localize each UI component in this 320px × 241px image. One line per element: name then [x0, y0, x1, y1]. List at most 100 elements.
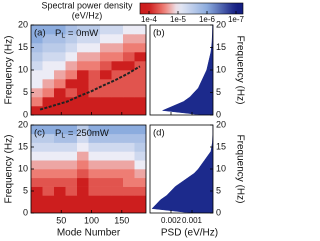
heatmap-cell [31, 151, 43, 161]
y-tick-label: 15 [18, 42, 28, 52]
heatmap-cell [77, 151, 89, 161]
heatmap-cell [100, 25, 112, 35]
heatmap-cell [54, 177, 66, 187]
heatmap-cell [65, 70, 78, 80]
heatmap-cell [54, 151, 66, 161]
heatmap-cell [54, 43, 66, 53]
heatmap-cell [111, 160, 124, 170]
heatmap-cell [42, 186, 55, 196]
heatmap-cell [111, 61, 124, 71]
panel-label: (b) [153, 28, 165, 39]
heatmap-cell [88, 160, 101, 170]
heatmap-cell [54, 195, 66, 205]
heatmap-cell [31, 43, 43, 53]
x-axis-label: PSD (eV/Hz) [161, 228, 218, 239]
heatmap-cell [100, 97, 112, 107]
y-axis-label: Frequency (Hz) [4, 36, 15, 105]
heatmap-cell [88, 88, 101, 98]
plot-area [31, 25, 146, 115]
y-tick-label: 0 [216, 109, 221, 119]
heatmap-cell [100, 52, 112, 62]
heatmap-cell [100, 169, 112, 179]
heatmap-cell [77, 34, 89, 44]
heatmap-cell [100, 160, 112, 170]
psd-area [161, 25, 213, 115]
heatmap-cell [111, 142, 124, 152]
heatmap-cell [65, 125, 78, 135]
heatmap-cell [77, 160, 89, 170]
heatmap-cell [123, 142, 135, 152]
heatmap-cell [54, 125, 66, 135]
heatmap-cell [88, 79, 101, 89]
heatmap-cell [42, 151, 55, 161]
heatmap-cell [65, 177, 78, 187]
heatmap-cell [123, 61, 135, 71]
y-tick-label: 10 [216, 64, 226, 74]
heatmap-cell [31, 106, 43, 115]
heatmap-cell [134, 186, 146, 196]
heatmap-cell [31, 52, 43, 62]
colorbar-unit: (eV/Hz) [72, 10, 103, 20]
heatmap-cell [31, 204, 43, 213]
heatmap-cell [31, 142, 43, 152]
x-tick-label: 0.001 [182, 216, 203, 225]
heatmap-cell [65, 106, 78, 115]
power-label: PL = 250mW [55, 128, 109, 140]
heatmap-cell [111, 133, 124, 143]
heatmap-cell [42, 195, 55, 205]
heatmap-cell [42, 34, 55, 44]
figure: Spectral power density (eV/Hz) 1e-4 1e-5 1… [4, 0, 246, 239]
heatmap-cell [77, 61, 89, 71]
heatmap-cell [77, 97, 89, 107]
heatmap-cell [123, 133, 135, 143]
y-tick-label: 15 [18, 141, 28, 151]
y-tick-label: 20 [216, 19, 226, 29]
heatmap-cell [54, 61, 66, 71]
power-value: = 0mW [65, 28, 98, 39]
heatmap-cell [65, 61, 78, 71]
heatmap-cell [54, 133, 66, 143]
heatmap-cell [31, 177, 43, 187]
x-axis-label: Mode Number [57, 228, 121, 239]
y-tick-label: 20 [216, 119, 226, 129]
y-axis-label: Frequency (Hz) [234, 36, 245, 105]
power-symbol: P [55, 128, 61, 139]
heatmap-cell [134, 151, 146, 161]
heatmap-cell [88, 106, 101, 115]
heatmap-cell [123, 169, 135, 179]
heatmap-cell [54, 204, 66, 213]
heatmap-cell [54, 97, 66, 107]
colorbar [139, 2, 244, 15]
heatmap-cell [54, 70, 66, 80]
heatmap-cell [77, 43, 89, 53]
power-subscript: L [61, 132, 65, 139]
power-label: PL = 0mW [55, 28, 98, 40]
y-tick-label: 20 [18, 119, 28, 129]
heatmap-cell [134, 142, 146, 152]
heatmap-cell [42, 177, 55, 187]
heatmap-cell [31, 125, 43, 135]
heatmap-cell [111, 195, 124, 205]
heatmap-cell [134, 177, 146, 187]
heatmap-cell [77, 106, 89, 115]
heatmap-cell [31, 169, 43, 179]
heatmap-cell [111, 186, 124, 196]
heatmap-cell [65, 133, 78, 143]
heatmap-cell [42, 133, 55, 143]
power-subscript: L [61, 32, 65, 39]
heatmap-cell [77, 169, 89, 179]
heatmap-cell [134, 34, 146, 44]
heatmap-cell [123, 97, 135, 107]
heatmap-cell [100, 151, 112, 161]
heatmap-cell [77, 52, 89, 62]
heatmap-cell [42, 125, 55, 135]
heatmap-cell [77, 204, 89, 213]
plot-area [161, 25, 213, 115]
heatmap-cell [111, 97, 124, 107]
heatmap-cell [31, 25, 43, 35]
power-value: = 250mW [65, 128, 109, 139]
heatmap-cell [134, 133, 146, 143]
y-tick-label: 10 [216, 163, 226, 173]
heatmap-cell [88, 52, 101, 62]
heatmap-cell [42, 97, 55, 107]
